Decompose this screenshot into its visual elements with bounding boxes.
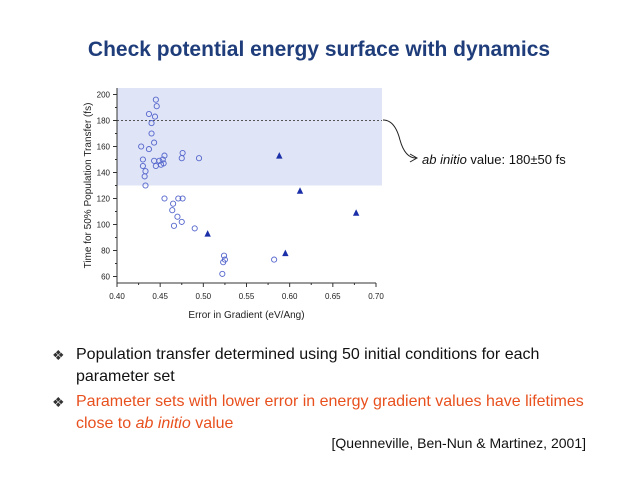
- data-point-circle: [145, 110, 152, 118]
- data-point-circle: [221, 252, 228, 259]
- y-tick-label: 140: [97, 169, 111, 178]
- data-point-circle: [170, 222, 178, 229]
- x-tick-label: 0.65: [325, 292, 341, 301]
- bullet-text-2-pre: Parameter sets with lower error in energ…: [76, 393, 584, 432]
- data-point-circle: [152, 162, 159, 170]
- annotation-italic: ab initio: [422, 152, 467, 167]
- bullet-item-2: ❖ Parameter sets with lower error in ene…: [50, 391, 610, 435]
- data-point-circle: [152, 96, 159, 103]
- data-point-triangle: [282, 249, 289, 257]
- data-point-circle: [169, 207, 176, 214]
- x-tick-label: 0.60: [282, 292, 298, 301]
- citation: [Quenneville, Ben-Nun & Martinez, 2001]: [331, 435, 586, 451]
- bullet-text-2-italic: ab initio: [135, 415, 191, 432]
- data-point-triangle: [296, 187, 304, 194]
- ab-initio-annotation: ab initio value: 180±50 fs: [422, 152, 566, 167]
- data-point-circle: [191, 225, 198, 232]
- data-point-circle: [145, 146, 152, 153]
- data-point-circle: [142, 182, 149, 189]
- y-axis-title: Time for 50% Population Transfer (fs): [83, 103, 94, 269]
- y-tick-label: 100: [97, 221, 111, 230]
- data-point-circle: [139, 162, 146, 170]
- diamond-bullet-icon: ❖: [52, 347, 65, 363]
- data-point-circle: [178, 155, 185, 162]
- data-point-circle: [159, 156, 166, 163]
- slide-title: Check potential energy surface with dyna…: [87, 38, 551, 61]
- data-point-circle: [178, 218, 185, 225]
- data-point-circle: [271, 256, 278, 263]
- annotation-arrowhead: [409, 153, 419, 163]
- annotation-rest: value: 180±50 fs: [466, 152, 566, 167]
- data-point-circle: [220, 259, 227, 266]
- x-axis-title: Error in Gradient (eV/Ang): [188, 310, 304, 321]
- data-point-circle: [175, 195, 182, 202]
- diamond-bullet-icon: ❖: [52, 394, 65, 410]
- data-point-circle: [153, 103, 160, 110]
- data-point-circle: [148, 120, 155, 127]
- bullet-item-1: ❖ Population transfer determined using 5…: [50, 344, 610, 388]
- x-tick-label: 0.50: [196, 292, 212, 301]
- data-point-circle: [195, 155, 203, 162]
- data-point-circle: [151, 113, 159, 120]
- reference-band: [117, 88, 382, 186]
- y-tick-label: 120: [97, 195, 111, 204]
- data-point-circle: [161, 195, 168, 202]
- y-tick-label: 180: [97, 117, 111, 126]
- bullet-list: ❖ Population transfer determined using 5…: [50, 344, 610, 438]
- scatter-chart: 0.40 0.45 0.50 0.55 0.60 0.65 0.70 60 80 100 120 14…: [83, 88, 419, 321]
- data-point-circle: [170, 200, 177, 207]
- data-point-circle: [151, 139, 158, 146]
- x-tick-label: 0.45: [152, 292, 168, 301]
- y-tick-label: 80: [101, 247, 110, 256]
- data-point-circle: [141, 173, 148, 180]
- y-tick-label: 60: [101, 273, 110, 282]
- annotation-connector: [382, 119, 417, 159]
- data-point-circle: [179, 195, 186, 202]
- data-point-circle: [161, 152, 168, 159]
- data-point-circle: [151, 157, 158, 164]
- data-point-circle: [174, 213, 181, 220]
- x-tick-label: 0.40: [109, 292, 125, 301]
- data-point-triangle: [204, 230, 211, 237]
- data-point-circle: [139, 156, 146, 163]
- x-tick-label: 0.70: [368, 292, 384, 301]
- y-tick-label: 160: [97, 143, 111, 152]
- data-point-triangle: [352, 209, 360, 216]
- bullet-text-1: Population transfer determined using 50 …: [76, 346, 540, 385]
- x-tick-label: 0.55: [239, 292, 255, 301]
- data-point-circle: [219, 270, 226, 277]
- data-point-triangle: [276, 152, 283, 159]
- data-point-circle: [138, 143, 145, 150]
- data-point-circle: [148, 130, 155, 137]
- bullet-text-2-post: value: [190, 415, 234, 432]
- y-tick-label: 200: [97, 91, 111, 100]
